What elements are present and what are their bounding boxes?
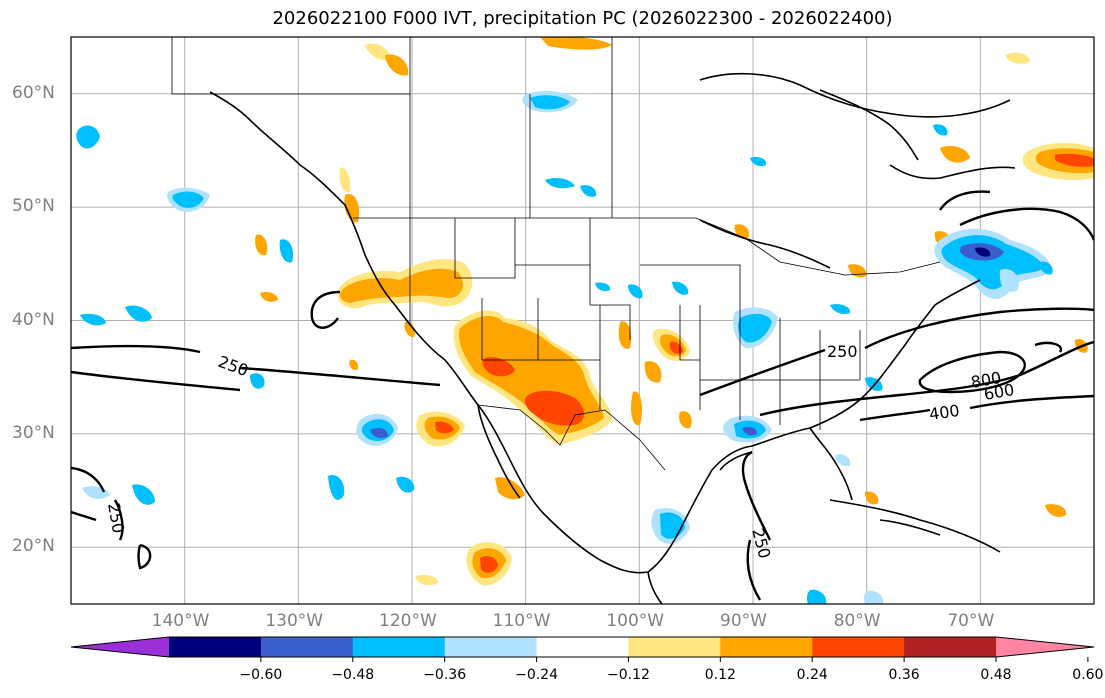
longitude-label: 140°W: [151, 611, 210, 631]
colorbar-tick-label: 0.60: [1072, 667, 1104, 683]
precip-anomaly-negative: [328, 474, 345, 500]
colorbar-tick-label: 0.36: [888, 667, 920, 683]
precip-anomaly-negative: [80, 313, 106, 326]
precip-anomaly-positive: [480, 555, 498, 573]
colorbar-segment: [904, 637, 997, 657]
precip-anomaly-positive: [260, 291, 278, 302]
colorbar-tick-label: −0.36: [423, 667, 467, 683]
colorbar-segment: [444, 637, 538, 657]
precip-anomaly-positive: [644, 361, 662, 383]
colorbar-tick-label: −0.12: [606, 667, 650, 683]
precip-anomaly-positive: [340, 268, 463, 303]
precip-anomaly-negative: [530, 95, 570, 110]
colorbar-tick-label: −0.48: [331, 667, 375, 683]
precip-anomaly-positive: [1055, 153, 1094, 167]
precip-anomaly-positive: [435, 421, 454, 434]
ivt-contour-labels: 250 250 250 250 400 600 800: [104, 342, 1016, 561]
precip-anomaly-positive: [630, 391, 643, 426]
precip-anomaly-positive: [865, 491, 879, 505]
precip-anomaly-positive: [344, 194, 360, 223]
precip-anomaly-positive: [1005, 52, 1030, 64]
precip-anomaly-positive: [540, 37, 612, 50]
precip-anomaly-positive: [385, 54, 409, 76]
latitude-label: 50°N: [12, 196, 55, 217]
longitude-label: 80°W: [833, 611, 881, 631]
colorbar-tick-label: 0.24: [796, 667, 828, 683]
precip-anomaly-negative: [76, 125, 100, 149]
precip-anomaly-positive: [482, 357, 515, 377]
colorbar-tick-label: 0.48: [980, 667, 1012, 683]
precip-anomaly-negative: [863, 590, 884, 604]
colorbar-segment: [536, 637, 629, 657]
precip-anomaly-negative: [835, 454, 851, 467]
precip-anomaly-negative: [132, 484, 155, 505]
precip-anomaly-negative: [370, 428, 388, 438]
colorbar-tick-label: −0.60: [239, 667, 283, 683]
map-frame: [70, 36, 1095, 605]
precip-anomaly-negative: [672, 281, 689, 295]
map-title: 2026022100 F000 IVT, precipitation PC (2…: [272, 8, 893, 29]
precip-anomaly-positive: [618, 321, 632, 349]
political-borders: [171, 37, 941, 471]
precip-anomaly-positive: [1045, 504, 1067, 517]
precip-anomaly-positive: [365, 43, 391, 61]
ivt-contours: [71, 190, 1094, 601]
latitude-label: 40°N: [12, 309, 55, 330]
precip-anomaly-negative: [750, 156, 767, 167]
contour-label-250: 250: [827, 342, 858, 361]
precip-anomaly-positive: [524, 390, 585, 426]
precip-anomaly-positive: [255, 234, 268, 256]
colorbar-segment: [169, 637, 262, 657]
colorbar-extend-min: [71, 637, 169, 657]
precip-anomaly-negative: [545, 178, 575, 189]
precip-anomaly-negative: [806, 589, 827, 604]
colorbar-extend-max: [996, 637, 1094, 657]
longitude-label: 120°W: [379, 611, 437, 631]
colorbar-segment: [260, 637, 354, 657]
precip-anomaly-positive: [940, 146, 970, 163]
longitude-label: 130°W: [265, 611, 324, 631]
precip-anomaly-positive: [339, 167, 351, 193]
precip-anomaly-positive: [415, 574, 438, 586]
precip-anomaly-negative: [595, 282, 611, 292]
colorbar-segment: [628, 637, 721, 657]
colorbar-segment: [720, 637, 813, 657]
precip-anomaly-negative: [975, 247, 991, 257]
precip-anomaly-negative: [830, 304, 851, 315]
longitude-label: 100°W: [606, 611, 665, 631]
colorbar-segment: [812, 637, 905, 657]
colorbar-segment: [352, 637, 446, 657]
precip-anomaly-negative: [279, 239, 294, 263]
colorbar-tick-label: −0.24: [515, 667, 558, 683]
precip-anomaly-positive: [404, 321, 415, 338]
precip-anomaly-negative: [742, 426, 758, 436]
precip-anomaly-negative: [172, 191, 204, 208]
latitude-label: 30°N: [12, 422, 55, 443]
precipitation-map: 250 250 250 250 400 600 800: [70, 36, 1095, 605]
coastlines: [209, 72, 1016, 604]
colorbar-outline: [70, 636, 1095, 658]
latitude-label: 60°N: [12, 82, 55, 103]
precip-anomaly-positive: [349, 359, 359, 371]
longitude-label: 90°W: [720, 611, 767, 631]
precip-anomaly-negative: [125, 305, 152, 322]
precip-anomaly-negative: [1039, 261, 1053, 275]
colorbar-tick-label: 0.12: [704, 667, 736, 683]
precip-anomaly-negative: [933, 124, 948, 136]
longitude-label: 70°W: [947, 611, 995, 631]
precip-anomaly-positive: [679, 411, 692, 429]
precip-anomaly-negative: [999, 269, 1019, 292]
longitude-label: 110°W: [492, 611, 551, 631]
precip-anomaly-negative: [738, 313, 772, 343]
contour-label-400: 400: [928, 401, 961, 424]
latitude-label: 20°N: [12, 536, 55, 557]
precip-anomaly-negative: [628, 284, 643, 299]
precip-anomaly-negative: [250, 373, 265, 389]
precip-anomaly-negative: [396, 476, 415, 493]
precip-anomaly-negative: [580, 185, 597, 197]
